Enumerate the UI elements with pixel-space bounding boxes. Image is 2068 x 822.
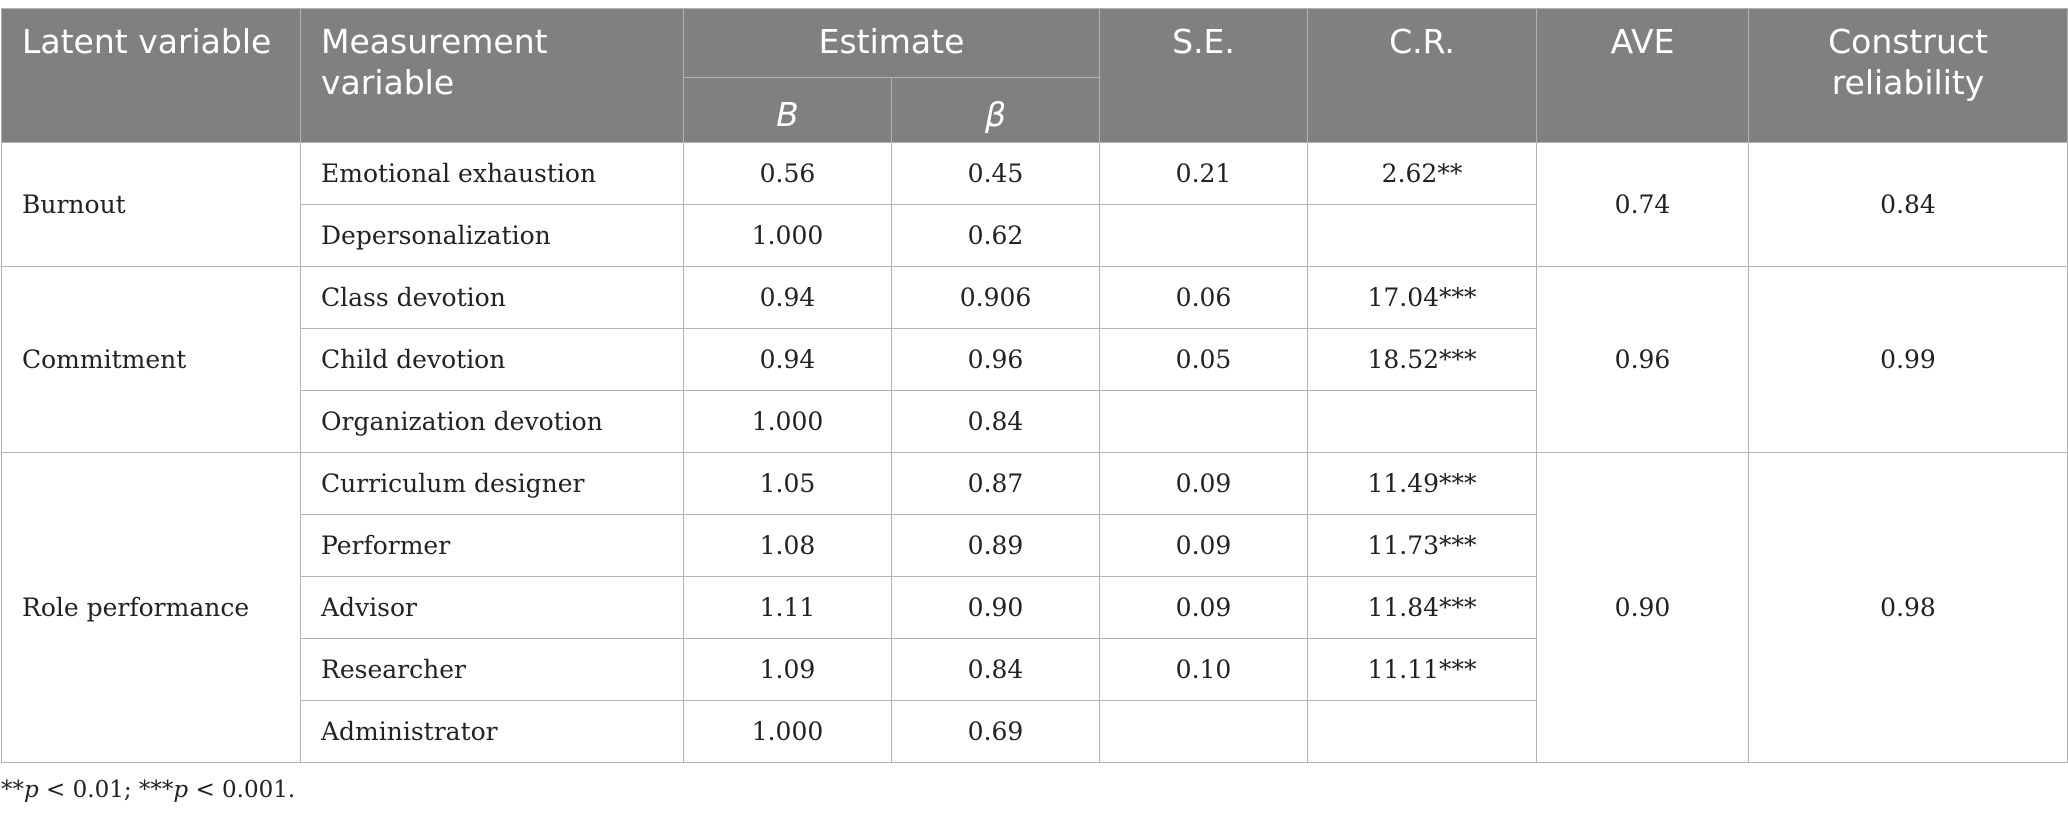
cr-cell: 11.49*** (1307, 452, 1538, 515)
cr-cell: 11.11*** (1307, 638, 1538, 701)
se-cell: 0.09 (1099, 576, 1309, 639)
b-cell: 1.000 (683, 390, 892, 453)
ave-cell: 0.74 (1536, 142, 1750, 267)
se-cell: 0.09 (1099, 452, 1309, 515)
measurement-variable-cell: Emotional exhaustion (300, 142, 684, 205)
table-header: Latent variable Measurement variable Est… (1, 8, 2068, 143)
b-cell: 1.05 (683, 452, 892, 515)
measurement-variable-cell: Researcher (300, 638, 684, 701)
se-cell (1099, 700, 1309, 763)
b-cell: 0.56 (683, 142, 892, 205)
table-body: Burnout Emotional exhaustion 0.56 0.45 0… (1, 142, 2068, 763)
header-ave: AVE (1536, 8, 1750, 143)
header-construct-reliability: Construct reliability (1748, 8, 2068, 143)
beta-cell: 0.69 (890, 700, 1101, 763)
b-cell: 1.11 (683, 576, 892, 639)
beta-cell: 0.906 (890, 266, 1101, 329)
construct-reliability-cell: 0.98 (1748, 452, 2068, 763)
b-cell: 1.09 (683, 638, 892, 701)
measurement-variable-cell: Advisor (300, 576, 684, 639)
se-cell: 0.05 (1099, 328, 1309, 391)
construct-reliability-cell: 0.99 (1748, 266, 2068, 453)
table-row: Performer 1.08 0.89 0.09 11.73*** (2, 514, 2068, 577)
beta-cell: 0.84 (890, 638, 1101, 701)
measurement-variable-cell: Organization devotion (300, 390, 684, 453)
table-container: Latent variable Measurement variable Est… (0, 8, 2068, 803)
latent-variable-cell: Burnout (1, 142, 301, 267)
measurement-variable-cell: Child devotion (300, 328, 684, 391)
cr-cell (1307, 204, 1538, 267)
measurement-variable-cell: Depersonalization (300, 204, 684, 267)
beta-cell: 0.62 (890, 204, 1101, 267)
results-table: Latent variable Measurement variable Est… (1, 8, 2068, 763)
header-cr: C.R. (1307, 8, 1538, 143)
se-cell: 0.10 (1099, 638, 1309, 701)
measurement-variable-cell: Curriculum designer (300, 452, 684, 515)
cr-cell (1307, 390, 1538, 453)
latent-variable-cell: Role performance (1, 452, 301, 763)
b-cell: 1.08 (683, 514, 892, 577)
table-row: Researcher 1.09 0.84 0.10 11.11*** (2, 638, 2068, 701)
table-row: Role performance Curriculum designer 1.0… (1, 452, 2068, 763)
b-cell: 1.000 (683, 700, 892, 763)
se-cell (1099, 390, 1309, 453)
cr-cell (1307, 700, 1538, 763)
ave-cell: 0.96 (1536, 266, 1750, 453)
header-beta: β (890, 77, 1101, 143)
se-cell: 0.09 (1099, 514, 1309, 577)
cr-cell: 11.84*** (1307, 576, 1538, 639)
header-measurement-variable: Measurement variable (300, 8, 684, 143)
header-latent-variable: Latent variable (1, 8, 301, 143)
header-estimate: Estimate (682, 8, 1101, 78)
measurement-variable-cell: Performer (300, 514, 684, 577)
beta-cell: 0.96 (890, 328, 1101, 391)
b-cell: 0.94 (683, 328, 892, 391)
measurement-variable-cell: Administrator (300, 700, 684, 763)
beta-cell: 0.84 (890, 390, 1101, 453)
table-row: Organization devotion 1.000 0.84 (2, 390, 2068, 453)
table-row: Burnout Emotional exhaustion 0.56 0.45 0… (1, 142, 2068, 267)
construct-reliability-cell: 0.84 (1748, 142, 2068, 267)
cr-cell: 11.73*** (1307, 514, 1538, 577)
table-row: Commitment Class devotion 0.94 0.906 0.0… (1, 266, 2068, 453)
table-footnote: **p < 0.01; ***p < 0.001. (1, 777, 296, 803)
ave-cell: 0.90 (1536, 452, 1750, 763)
cr-cell: 2.62** (1307, 142, 1538, 205)
cr-cell: 18.52*** (1307, 328, 1538, 391)
table-row: Advisor 1.11 0.90 0.09 11.84*** (2, 576, 2068, 639)
beta-cell: 0.89 (890, 514, 1101, 577)
se-cell: 0.06 (1099, 266, 1309, 329)
se-cell: 0.21 (1099, 142, 1309, 205)
beta-cell: 0.87 (890, 452, 1101, 515)
header-se: S.E. (1099, 8, 1309, 143)
beta-cell: 0.45 (890, 142, 1101, 205)
header-b: B (683, 77, 892, 143)
b-cell: 1.000 (683, 204, 892, 267)
latent-variable-cell: Commitment (1, 266, 301, 453)
measurement-variable-cell: Class devotion (300, 266, 684, 329)
table-row: Administrator 1.000 0.69 (2, 700, 2068, 763)
se-cell (1099, 204, 1309, 267)
cr-cell: 17.04*** (1307, 266, 1538, 329)
b-cell: 0.94 (683, 266, 892, 329)
beta-cell: 0.90 (890, 576, 1101, 639)
